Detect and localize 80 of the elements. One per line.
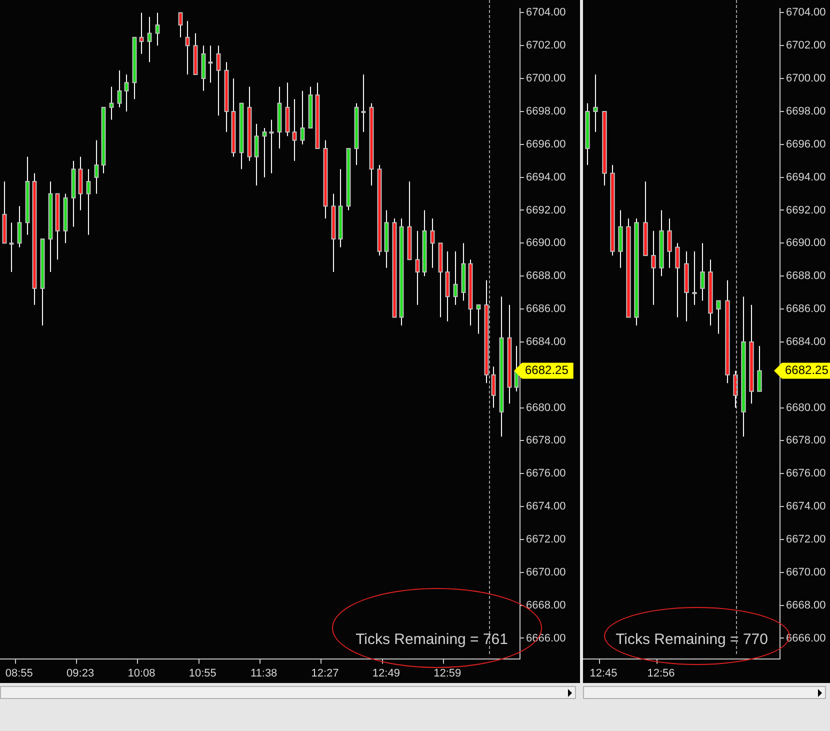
y-tick-label: 6704.00 bbox=[526, 6, 566, 19]
candlestick bbox=[86, 168, 91, 236]
candlestick bbox=[361, 74, 366, 133]
y-tick-label: 6670.00 bbox=[526, 566, 566, 578]
annotation: Ticks Remaining = 761 bbox=[356, 630, 508, 648]
y-tick-label: 6668.00 bbox=[786, 599, 826, 612]
candlestick bbox=[17, 206, 22, 248]
text: 6682.25 bbox=[525, 363, 569, 378]
y-tick-label: 6696.00 bbox=[786, 138, 826, 150]
candlestick bbox=[757, 346, 762, 392]
y-tick-label: 6680.00 bbox=[526, 402, 566, 414]
candlestick bbox=[733, 370, 738, 408]
candlestick bbox=[476, 304, 481, 334]
candlestick bbox=[675, 242, 680, 318]
x-tick-label: 10:08 bbox=[128, 667, 156, 680]
x-tick-label: 08:55 bbox=[5, 667, 33, 680]
candlestick bbox=[716, 300, 721, 334]
y-tick-label: 6678.00 bbox=[786, 434, 826, 447]
y-tick-label: 6688.00 bbox=[786, 270, 826, 282]
candlestick bbox=[155, 12, 160, 46]
y-tick-label: 6692.00 bbox=[786, 204, 826, 216]
candlestick bbox=[692, 250, 697, 306]
candlestick bbox=[9, 222, 14, 272]
text: 6682.25 bbox=[785, 363, 829, 378]
candlestick bbox=[667, 218, 672, 268]
candlestick bbox=[300, 90, 305, 145]
y-tick-label: 6684.00 bbox=[526, 336, 566, 348]
candlestick bbox=[254, 123, 259, 186]
x-tick-label: 12:27 bbox=[311, 667, 339, 680]
y-tick-label: 6668.00 bbox=[526, 599, 566, 612]
y-tick-label: 6694.00 bbox=[786, 171, 826, 184]
y-tick-label: 6674.00 bbox=[786, 500, 826, 513]
candlestick bbox=[139, 12, 144, 54]
y-tick-label: 6690.00 bbox=[526, 237, 566, 250]
candlestick bbox=[216, 45, 221, 116]
y-tick-label: 6686.00 bbox=[526, 303, 566, 316]
y-tick-label: 6694.00 bbox=[526, 171, 566, 184]
y-tick-label: 6690.00 bbox=[786, 237, 826, 250]
y-tick-label: 6674.00 bbox=[526, 500, 566, 513]
y-tick-label: 6672.00 bbox=[786, 533, 826, 546]
y-tick-label: 6700.00 bbox=[786, 72, 826, 85]
y-tick-label: 6684.00 bbox=[786, 336, 826, 348]
candlestick bbox=[185, 20, 190, 75]
candlestick bbox=[124, 74, 129, 112]
y-tick-label: 6702.00 bbox=[786, 40, 826, 52]
y-tick-label: 6692.00 bbox=[526, 204, 566, 216]
y-tick-label: 6680.00 bbox=[786, 402, 826, 414]
candlestick bbox=[269, 119, 274, 174]
y-tick-label: 6702.00 bbox=[526, 40, 566, 52]
y-tick-label: 6698.00 bbox=[786, 106, 826, 118]
y-tick-label: 6670.00 bbox=[786, 566, 826, 578]
y-tick-label: 6678.00 bbox=[526, 434, 566, 447]
candlestick bbox=[700, 242, 705, 302]
x-tick-label: 12:56 bbox=[647, 667, 675, 680]
candlestick bbox=[109, 86, 114, 120]
x-tick-label: 10:55 bbox=[188, 667, 216, 680]
candlestick bbox=[262, 127, 267, 178]
y-tick-label: 6704.00 bbox=[786, 6, 826, 19]
y-tick-label: 6696.00 bbox=[526, 138, 566, 150]
candlestick bbox=[491, 366, 496, 408]
y-tick-label: 6688.00 bbox=[526, 270, 566, 282]
x-tick-label: 11:38 bbox=[250, 667, 278, 680]
x-tick-label: 12:49 bbox=[372, 667, 400, 680]
y-tick-label: 6676.00 bbox=[526, 468, 566, 480]
candlestick bbox=[292, 98, 297, 162]
y-tick-label: 6700.00 bbox=[526, 72, 566, 85]
candlestick bbox=[147, 16, 152, 63]
y-tick-label: 6698.00 bbox=[526, 106, 566, 118]
candlestick bbox=[651, 230, 656, 306]
candlestick bbox=[178, 12, 183, 38]
y-tick-label: 6676.00 bbox=[786, 468, 826, 480]
y-tick-label: 6686.00 bbox=[786, 303, 826, 316]
candlestick bbox=[208, 45, 213, 84]
candlestick bbox=[94, 140, 99, 194]
x-tick-label: 09:23 bbox=[66, 667, 94, 680]
x-tick-label: 12:59 bbox=[434, 667, 462, 680]
x-tick-label: 12:45 bbox=[590, 667, 618, 680]
y-tick-label: 6672.00 bbox=[526, 533, 566, 546]
candlestick bbox=[415, 230, 420, 306]
candlestick bbox=[593, 74, 598, 133]
